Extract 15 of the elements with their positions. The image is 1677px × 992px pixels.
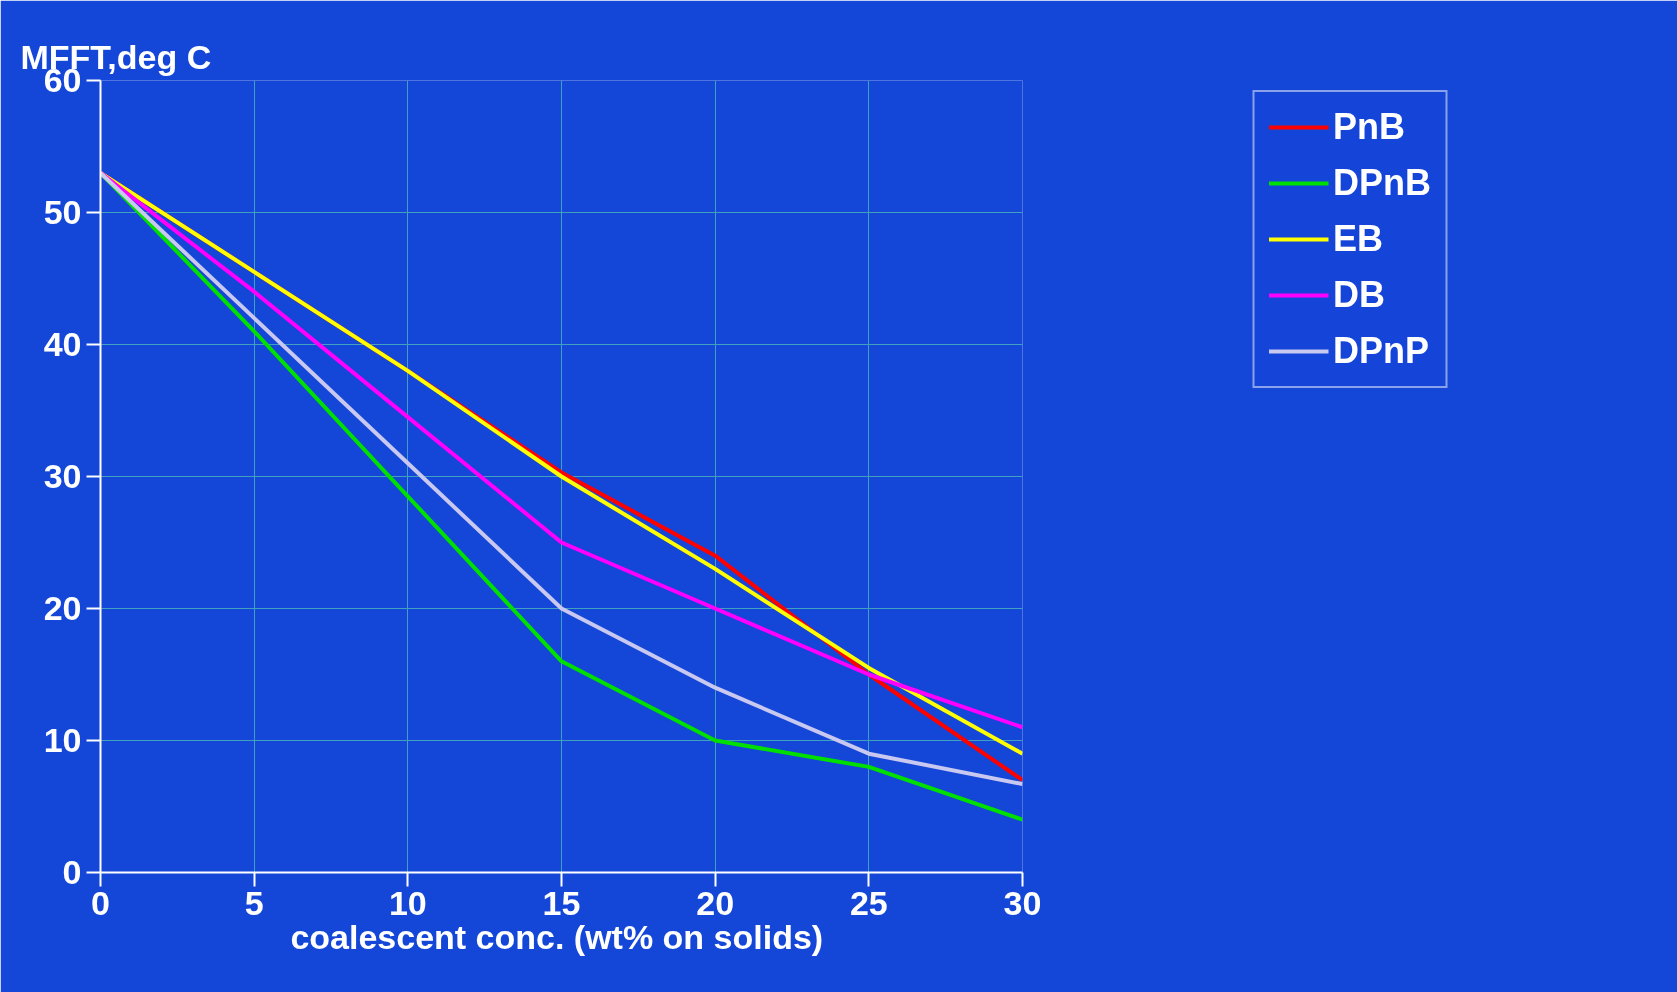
legend-label: DB xyxy=(1333,274,1385,316)
y-tick-label: 20 xyxy=(43,589,82,627)
y-tick-label: 50 xyxy=(43,193,82,231)
x-tick-label: 0 xyxy=(91,883,110,922)
legend-label: DPnB xyxy=(1333,162,1431,204)
legend-label: DPnP xyxy=(1333,330,1430,372)
legend-label: PnB xyxy=(1333,106,1405,148)
x-tick-label: 25 xyxy=(849,883,888,922)
y-tick-label: 10 xyxy=(43,721,82,759)
legend-label: EB xyxy=(1333,218,1384,260)
y-tick-label: 40 xyxy=(43,325,82,363)
y-tick-label: 0 xyxy=(62,853,82,891)
y-tick-label: 30 xyxy=(43,457,82,495)
x-tick-label: 5 xyxy=(244,883,264,922)
x-tick-label: 30 xyxy=(1003,883,1042,922)
